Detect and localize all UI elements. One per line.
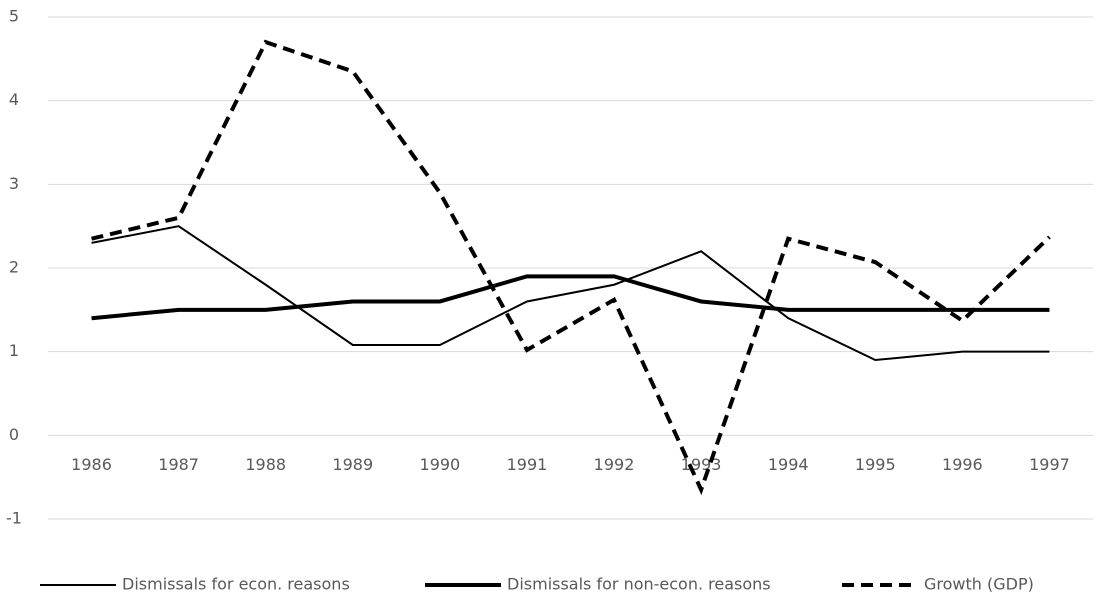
x-tick-label: 1995	[855, 455, 896, 474]
y-tick-label: 4	[9, 90, 19, 109]
x-tick-label: 1990	[420, 455, 461, 474]
y-tick-label: 0	[9, 425, 19, 444]
line-series	[91, 39, 1051, 496]
legend-label: Dismissals for non-econ. reasons	[507, 575, 771, 594]
legend-label: Growth (GDP)	[924, 575, 1034, 594]
y-tick-label: 1	[9, 341, 19, 360]
x-tick-label: 1993	[681, 455, 722, 474]
x-tick-label: 1996	[942, 455, 983, 474]
x-tick-label: 1992	[594, 455, 635, 474]
x-tick-label: 1988	[245, 455, 286, 474]
line-series	[91, 225, 1050, 362]
x-tick-label: 1997	[1029, 455, 1070, 474]
y-tick-label: 2	[9, 258, 19, 277]
x-tick-label: 1994	[768, 455, 809, 474]
x-tick-label: 1986	[71, 455, 112, 474]
y-tick-label: 5	[9, 7, 19, 26]
y-tick-label: -1	[6, 509, 22, 528]
y-tick-label: 3	[9, 174, 19, 193]
line-series	[91, 274, 1050, 321]
x-tick-label: 1991	[507, 455, 548, 474]
x-tick-label: 1989	[332, 455, 373, 474]
legend-label: Dismissals for econ. reasons	[122, 575, 350, 594]
x-tick-label: 1987	[158, 455, 199, 474]
